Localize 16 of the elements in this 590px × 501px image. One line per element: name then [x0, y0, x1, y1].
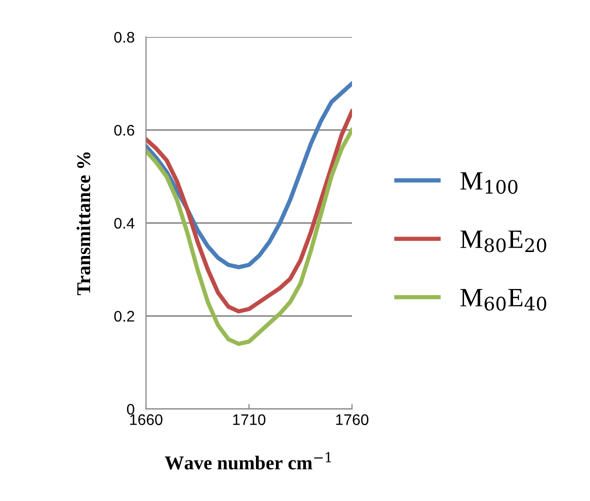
legend-label: M$_{60}$E$_{40}$ — [460, 289, 546, 311]
legend-label: M$_{80}$E$_{20}$ — [460, 230, 546, 252]
legend-label: M$_{100}$ — [460, 172, 518, 194]
y-tick-label: 0.4 — [114, 218, 134, 229]
x-tick-label: 1660 — [130, 414, 162, 426]
y-axis-title: Transmittance % — [76, 152, 90, 296]
x-tick-label: 1760 — [336, 414, 368, 426]
x-axis-title: Wave number cm$^{−1}$ — [164, 452, 331, 470]
x-tick-label: 1710 — [233, 414, 266, 426]
line-series — [146, 109, 352, 314]
y-tick-label: 0.2 — [114, 310, 134, 322]
line-series — [146, 128, 352, 346]
y-tick-label: 0 — [126, 404, 134, 415]
y-tick-label: 0.6 — [114, 124, 134, 136]
line-series — [146, 81, 352, 270]
y-tick-label: 0.8 — [114, 32, 134, 43]
